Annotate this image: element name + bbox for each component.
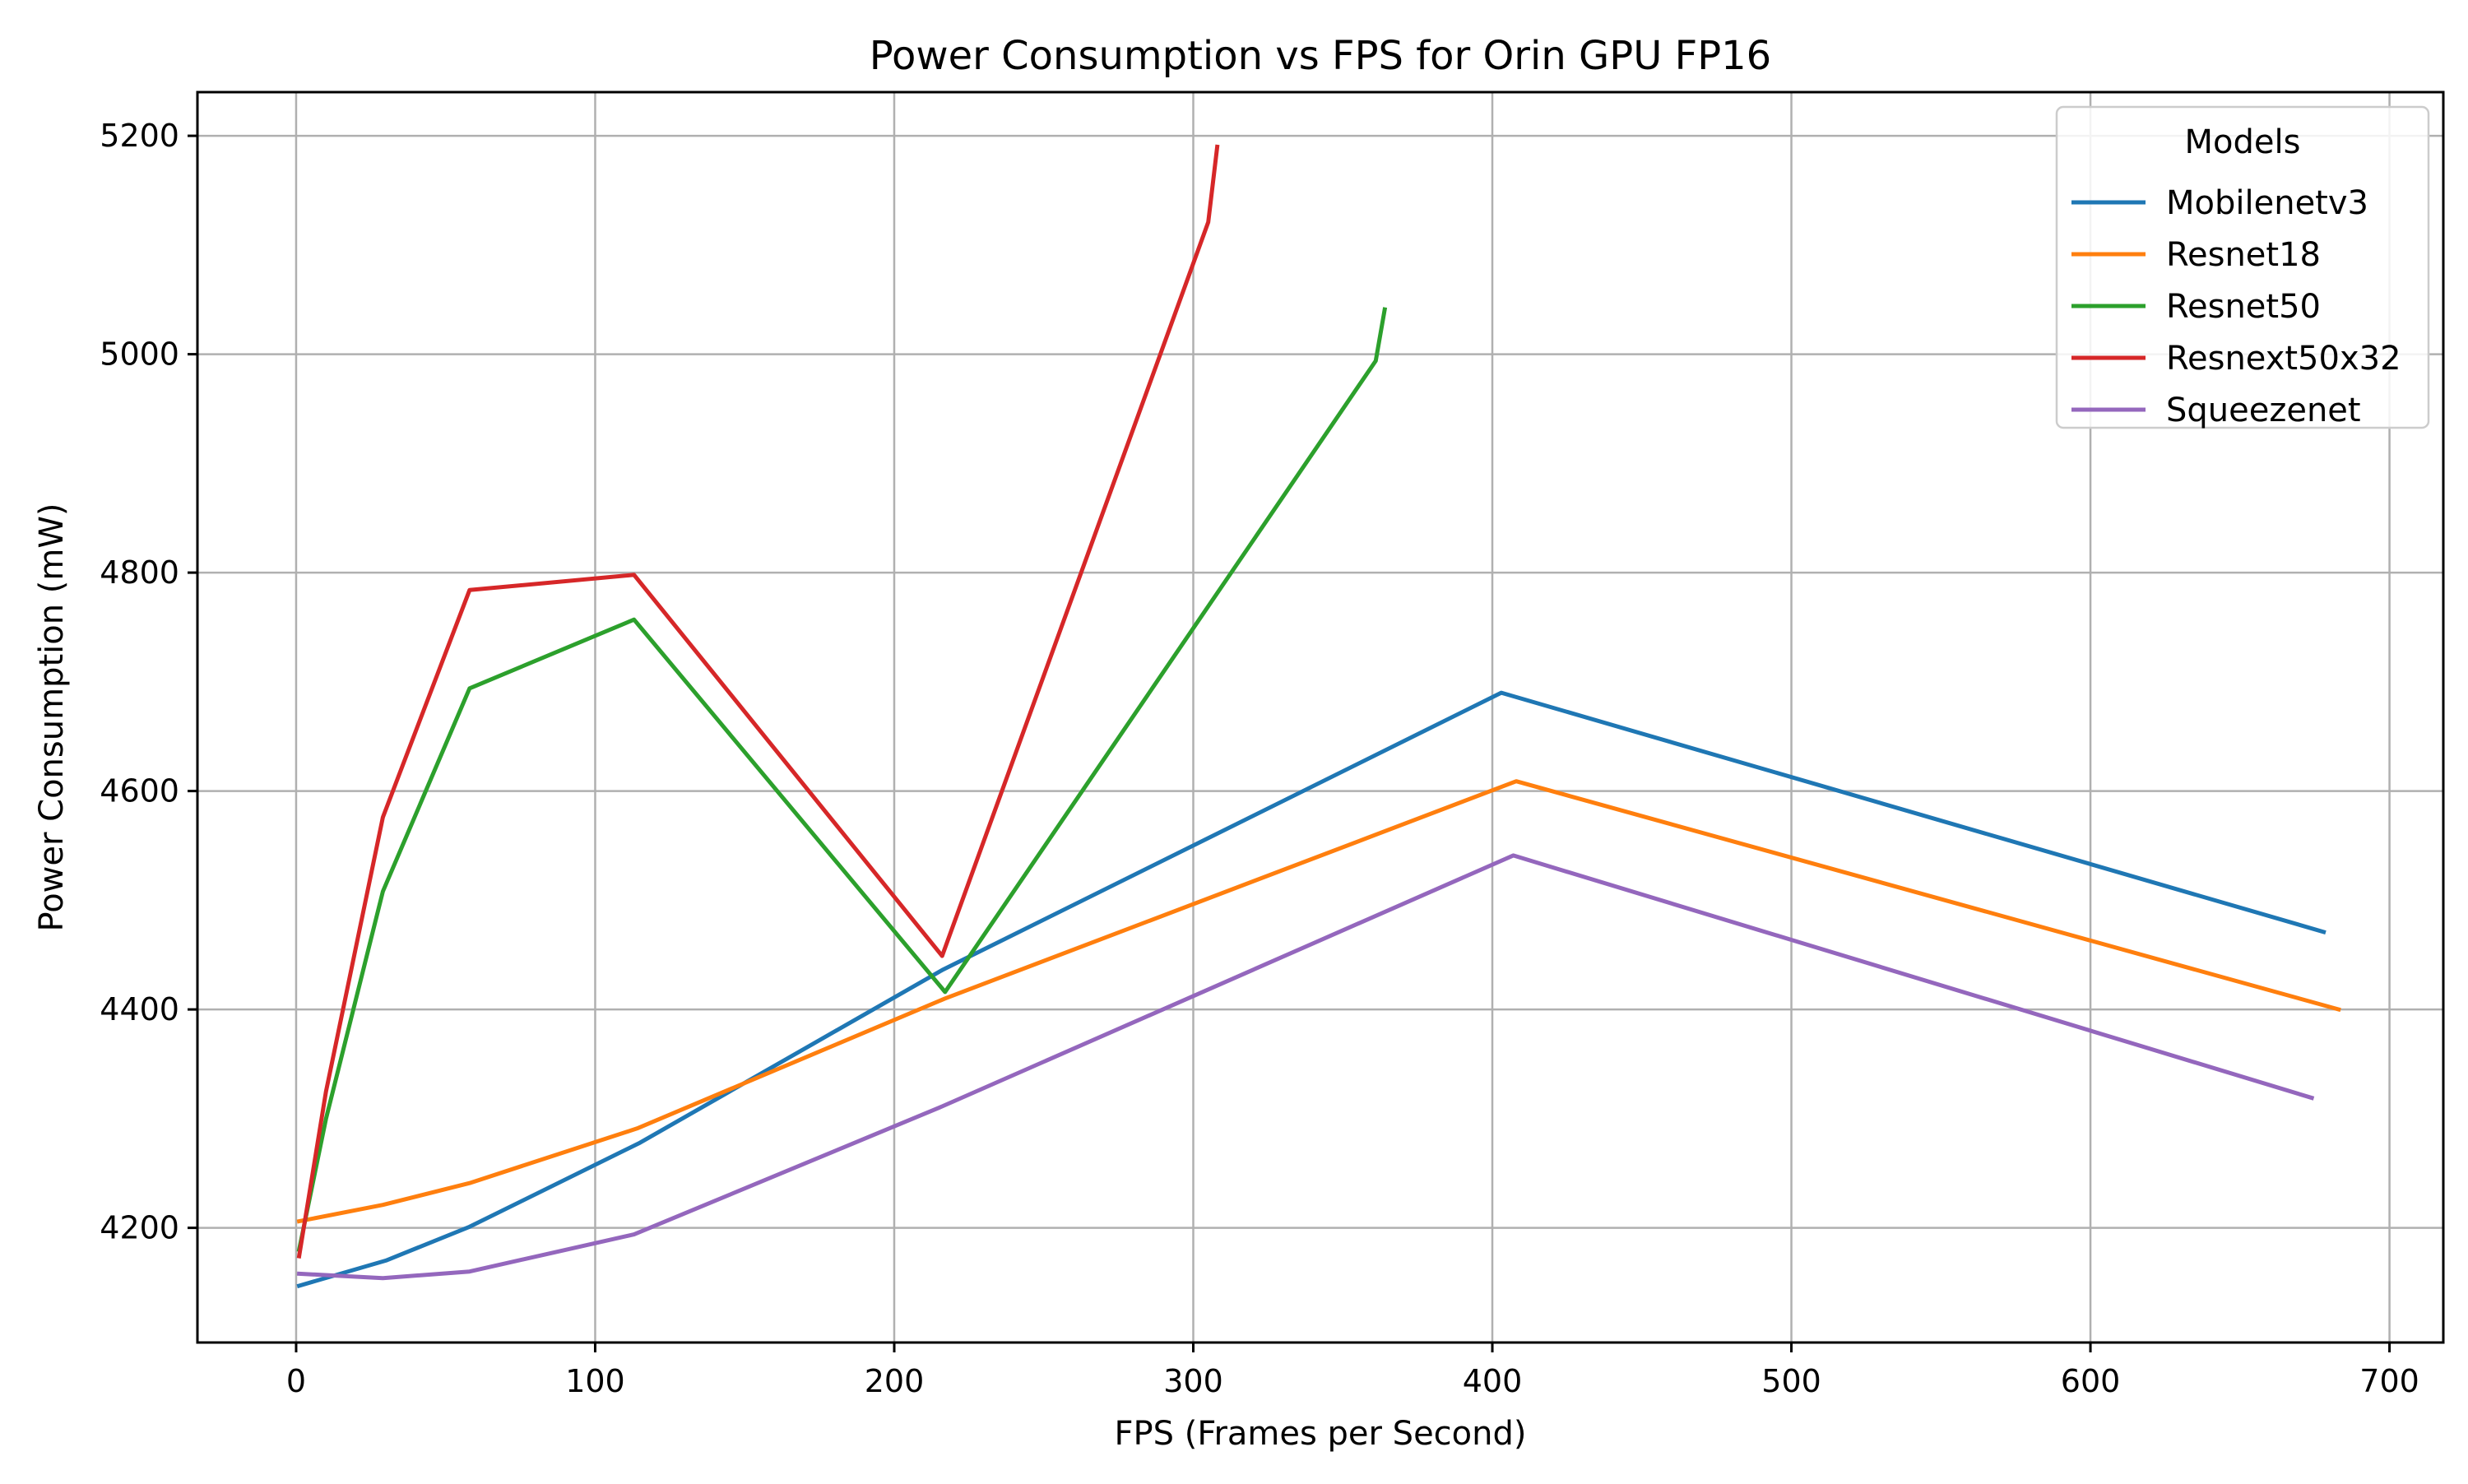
x-tick-label: 500 bbox=[1761, 1363, 1821, 1399]
legend-title: Models bbox=[2185, 123, 2301, 161]
x-tick-label: 100 bbox=[565, 1363, 625, 1399]
series-layer bbox=[296, 144, 2341, 1289]
legend-label-resnet50: Resnet50 bbox=[2166, 288, 2321, 326]
y-tick-label: 4200 bbox=[100, 1210, 179, 1246]
series-line-resnet18 bbox=[296, 779, 2341, 1224]
x-tick-label: 300 bbox=[1163, 1363, 1223, 1399]
y-tick-label: 5000 bbox=[100, 336, 179, 373]
series-line-mobilenetv3 bbox=[296, 690, 2327, 1289]
y-tick-label: 5200 bbox=[100, 118, 179, 154]
y-tick-label: 4600 bbox=[100, 773, 179, 809]
legend-label-resnet18: Resnet18 bbox=[2166, 236, 2321, 274]
legend-label-squeezenet: Squeezenet bbox=[2166, 392, 2361, 429]
series-line-resnet50 bbox=[296, 307, 1388, 1253]
x-tick-label: 0 bbox=[286, 1363, 306, 1399]
series-line-squeezenet bbox=[296, 853, 2315, 1281]
y-tick-label: 4800 bbox=[100, 554, 179, 591]
chart-title: Power Consumption vs FPS for Orin GPU FP… bbox=[870, 33, 1771, 79]
x-tick-label: 200 bbox=[865, 1363, 925, 1399]
legend-box bbox=[2055, 105, 2430, 429]
x-axis-label: FPS (Frames per Second) bbox=[1115, 1415, 1527, 1453]
legend-label-mobilenetv3: Mobilenetv3 bbox=[2166, 184, 2368, 222]
x-tick-label: 600 bbox=[2061, 1363, 2121, 1399]
x-tick-label: 400 bbox=[1463, 1363, 1523, 1399]
plot-frame bbox=[196, 90, 2445, 1344]
ticks: 0 100 200 300 400 500 600 700 4200 4400 4600 4800 50… bbox=[100, 118, 2419, 1399]
y-axis-label: Power Consumption (mW) bbox=[33, 503, 71, 931]
legend-items: Mobilenetv3 Resnet18 Resnet50 Resnext50x32 S… bbox=[2071, 184, 2401, 429]
legend: Models Mobilenetv3 Resnet18 Resnet50 Resnex… bbox=[2055, 105, 2430, 429]
series-line-resnext50x32 bbox=[296, 144, 1220, 1259]
legend-label-resnext50x32: Resnext50x32 bbox=[2166, 340, 2401, 378]
y-tick-label: 4400 bbox=[100, 991, 179, 1027]
x-tick-label: 700 bbox=[2359, 1363, 2419, 1399]
